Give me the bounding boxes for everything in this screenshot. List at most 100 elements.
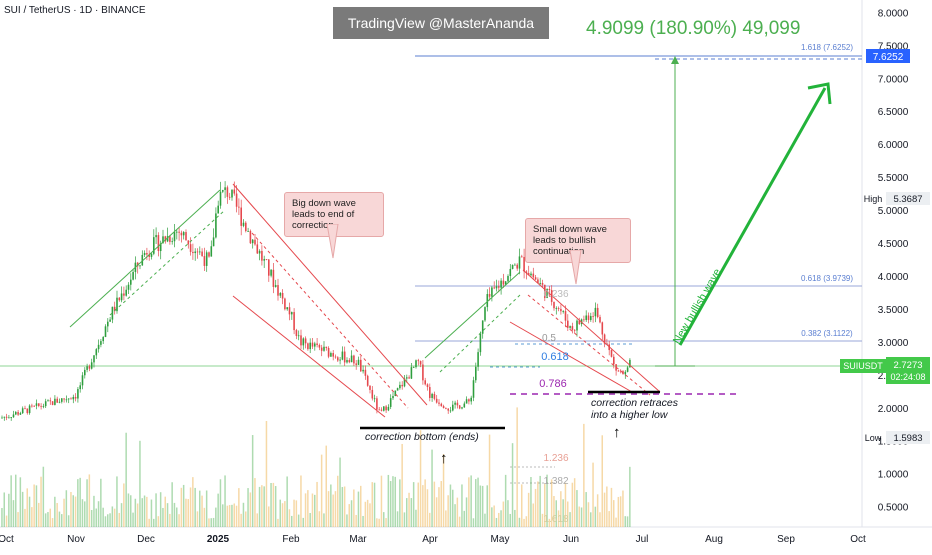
volume-bar xyxy=(325,445,327,527)
volume-bar xyxy=(410,498,413,527)
volume-bar xyxy=(608,511,610,527)
volume-bar xyxy=(116,476,118,527)
candle-body xyxy=(364,369,367,376)
price-axis[interactable]: 8.0000 7.5000 7.0000 6.5000 6.0000 5.5000 5.00… xyxy=(878,8,909,513)
candle-body xyxy=(350,355,353,363)
volume-bar xyxy=(74,496,77,527)
time-tick-label: Apr xyxy=(422,534,438,545)
volume-bar xyxy=(341,487,344,527)
volume-bar xyxy=(412,482,415,527)
volume-bar xyxy=(569,512,571,527)
target-price-badge[interactable] xyxy=(866,49,910,63)
candle-body xyxy=(438,402,440,404)
volume-bar xyxy=(337,475,339,527)
candle-body xyxy=(592,316,594,317)
volume-bar xyxy=(555,500,557,527)
candle-body xyxy=(555,308,558,309)
candle-body xyxy=(28,405,31,414)
candle-body xyxy=(373,398,376,400)
last-price-value: 2.7273 xyxy=(893,360,922,371)
candle-body xyxy=(107,321,109,327)
candle-body xyxy=(162,236,164,244)
candle-body xyxy=(65,399,68,401)
volume-bar xyxy=(472,518,475,527)
volume-bar xyxy=(435,497,438,527)
volume-bar xyxy=(366,499,369,527)
candle-body xyxy=(199,251,201,253)
candle-body xyxy=(19,413,22,415)
candle-body xyxy=(548,288,551,291)
chart-title: SUI / TetherUS · 1D · BINANCE xyxy=(4,5,146,16)
candle-body xyxy=(84,369,86,376)
candle-body xyxy=(272,269,275,287)
volume-bar xyxy=(19,477,22,527)
bullish-wave-arrow xyxy=(678,87,827,346)
time-axis[interactable]: Oct Nov Dec 2025 Feb Mar Apr May Jun Jul Aug Sep Oct xyxy=(0,534,866,545)
candle-body xyxy=(146,252,148,255)
watermark: TradingView @MasterAnanda xyxy=(333,7,549,39)
candle-body xyxy=(562,311,564,312)
candle-body xyxy=(590,316,592,320)
candle-body xyxy=(624,371,627,375)
candle-body xyxy=(31,405,33,407)
downtrend-line-small-lower xyxy=(509,321,633,393)
volume-bar xyxy=(72,495,74,527)
candle-body xyxy=(263,259,265,261)
volume-bar xyxy=(493,505,495,527)
candle-body xyxy=(176,231,178,233)
volume-bar xyxy=(417,482,419,527)
volume-bar xyxy=(146,496,148,527)
candle-body xyxy=(426,384,429,388)
candle-body xyxy=(537,279,539,284)
candle-body xyxy=(8,417,10,419)
volume-bar xyxy=(173,502,176,527)
downtrend-line-small-mid xyxy=(527,294,651,396)
volume-bar xyxy=(102,507,104,527)
volume-bar xyxy=(619,496,622,527)
candle-body xyxy=(521,256,523,258)
candle-body xyxy=(320,347,323,351)
volume-bar xyxy=(596,494,599,527)
volume-bar xyxy=(376,518,378,527)
candle-body xyxy=(362,369,364,372)
time-tick-label: Dec xyxy=(137,534,155,545)
volume-bar xyxy=(373,482,376,527)
candle-body xyxy=(109,319,111,322)
volume-bar xyxy=(364,501,367,527)
candle-body xyxy=(583,319,585,321)
volume-bar xyxy=(263,486,265,527)
volume-bar xyxy=(590,512,592,527)
correction-bottom-note: correction bottom (ends) xyxy=(365,431,479,443)
last-price-badge[interactable] xyxy=(886,357,930,384)
candle-body xyxy=(629,359,631,368)
candle-body xyxy=(587,315,590,320)
volume-bar xyxy=(426,489,429,527)
candle-body xyxy=(10,417,12,418)
volume-bar xyxy=(456,497,459,527)
candle-body xyxy=(314,343,316,347)
candle-body xyxy=(468,399,470,402)
candle-body xyxy=(332,353,334,357)
candle-body xyxy=(104,326,107,338)
volume-bar xyxy=(346,514,348,527)
volume-bar xyxy=(247,488,249,527)
volume-bar xyxy=(454,504,456,527)
volume-bar xyxy=(567,501,569,527)
symbol-badge[interactable] xyxy=(840,359,886,373)
candle-body xyxy=(433,393,436,399)
candle-body xyxy=(498,286,500,288)
candle-body xyxy=(67,398,70,400)
inner-fib-label-0618: 0.618 xyxy=(541,351,569,363)
volume-bar xyxy=(383,512,385,527)
volume-bar xyxy=(199,490,201,527)
volume-bar xyxy=(143,495,146,527)
candle-body xyxy=(415,360,417,368)
volume-bar xyxy=(300,475,302,527)
candle-body xyxy=(346,360,348,363)
volume-bar xyxy=(516,407,518,527)
candle-body xyxy=(481,320,484,334)
candle-body xyxy=(90,362,93,369)
candle-body xyxy=(493,287,495,289)
